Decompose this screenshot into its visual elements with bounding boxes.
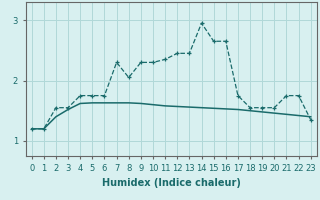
X-axis label: Humidex (Indice chaleur): Humidex (Indice chaleur) <box>102 178 241 188</box>
